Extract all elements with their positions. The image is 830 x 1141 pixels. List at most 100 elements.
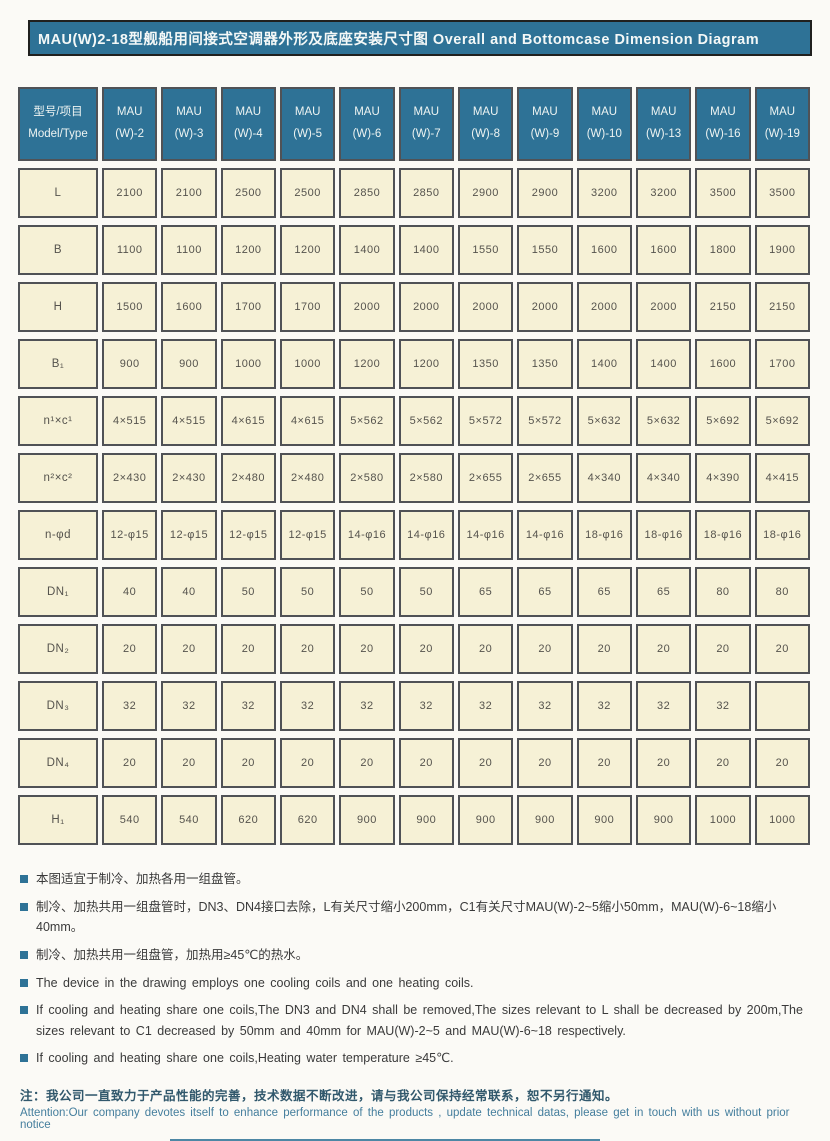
value-cell-r0c6: 2900 bbox=[457, 168, 514, 218]
value-cell-r11c3: 620 bbox=[279, 795, 336, 845]
note-item-3: 制冷、加热共用一组盘管，加热用≥45℃的热水。 bbox=[20, 945, 808, 966]
table-row-n²×c²: n²×c² 2×430 2×430 2×480 2×480 2×580 2×580 2×655… bbox=[18, 453, 810, 503]
value-cell-r10c9: 20 bbox=[635, 738, 692, 788]
value-cell-r10c11: 20 bbox=[754, 738, 810, 788]
value-cell-r8c5: 20 bbox=[398, 624, 454, 674]
value-cell-r8c4: 20 bbox=[339, 624, 395, 674]
value-cell-r5c1: 2×430 bbox=[161, 453, 217, 503]
value-cell-r1c7: 1550 bbox=[517, 225, 573, 275]
value-cell-r7c9: 65 bbox=[635, 567, 692, 617]
value-cell-r3c0: 900 bbox=[102, 339, 158, 389]
row-label-cell: n¹×c¹ bbox=[18, 396, 98, 446]
note-item-1: 本图适宜于制冷、加热各用一组盘管。 bbox=[20, 869, 808, 890]
value-cell-r4c2: 4×615 bbox=[220, 396, 276, 446]
value-cell-r3c4: 1200 bbox=[339, 339, 395, 389]
value-cell-r4c11: 5×692 bbox=[754, 396, 810, 446]
value-cell-r5c7: 2×655 bbox=[517, 453, 573, 503]
value-cell-r4c4: 5×562 bbox=[339, 396, 395, 446]
value-cell-r0c10: 3500 bbox=[695, 168, 751, 218]
value-cell-r10c2: 20 bbox=[220, 738, 276, 788]
value-cell-r2c10: 2150 bbox=[695, 282, 751, 332]
value-cell-r9c10: 32 bbox=[695, 681, 751, 731]
value-cell-r10c1: 20 bbox=[161, 738, 217, 788]
value-cell-r2c2: 1700 bbox=[220, 282, 276, 332]
value-cell-r3c7: 1350 bbox=[517, 339, 573, 389]
value-cell-r4c6: 5×572 bbox=[457, 396, 514, 446]
value-cell-r6c4: 14-φ16 bbox=[339, 510, 395, 560]
value-cell-r7c4: 50 bbox=[339, 567, 395, 617]
value-cell-r6c0: 12-φ15 bbox=[102, 510, 158, 560]
bullet-square-icon bbox=[20, 875, 28, 883]
note-text: 制冷、加热共用一组盘管时，DN3、DN4接口去除，L有关尺寸缩小200mm，C1… bbox=[36, 899, 777, 935]
value-cell-r8c9: 20 bbox=[635, 624, 692, 674]
bullet-square-icon bbox=[20, 950, 28, 959]
value-cell-r9c9: 32 bbox=[635, 681, 692, 731]
value-cell-r0c1: 2100 bbox=[161, 168, 217, 218]
value-cell-r2c8: 2000 bbox=[576, 282, 632, 332]
value-cell-r11c7: 900 bbox=[517, 795, 573, 845]
row-label-cell: B₁ bbox=[18, 339, 98, 389]
value-cell-r6c1: 12-φ15 bbox=[161, 510, 217, 560]
value-cell-r0c7: 2900 bbox=[517, 168, 573, 218]
model-header-cell-7: MAU (W)-9 bbox=[517, 87, 573, 161]
value-cell-r5c4: 2×580 bbox=[339, 453, 395, 503]
value-cell-r1c11: 1900 bbox=[754, 225, 810, 275]
value-cell-r0c8: 3200 bbox=[576, 168, 632, 218]
value-cell-r2c3: 1700 bbox=[279, 282, 336, 332]
table-header-row: 型号/项目 Model/Type MAU (W)-2 MAU (W)-3 MAU (W… bbox=[18, 87, 810, 161]
value-cell-r1c5: 1400 bbox=[398, 225, 454, 275]
value-cell-r7c6: 65 bbox=[457, 567, 514, 617]
value-cell-r11c4: 900 bbox=[339, 795, 395, 845]
value-cell-r6c7: 14-φ16 bbox=[517, 510, 573, 560]
model-header-cell-4: MAU (W)-6 bbox=[339, 87, 395, 161]
value-cell-r9c2: 32 bbox=[220, 681, 276, 731]
table-row-DN₄: DN₄ 20 20 20 20 20 20 20 20 20 20 20 20 bbox=[18, 738, 810, 788]
value-cell-r1c9: 1600 bbox=[635, 225, 692, 275]
value-cell-r7c8: 65 bbox=[576, 567, 632, 617]
row-label-cell: B bbox=[18, 225, 98, 275]
value-cell-r6c8: 18-φ16 bbox=[576, 510, 632, 560]
value-cell-r1c6: 1550 bbox=[457, 225, 514, 275]
value-cell-r0c9: 3200 bbox=[635, 168, 692, 218]
value-cell-r6c6: 14-φ16 bbox=[457, 510, 514, 560]
value-cell-r2c11: 2150 bbox=[754, 282, 810, 332]
table-row-DN₃: DN₃ 32 32 32 32 32 32 32 32 32 32 32 bbox=[18, 681, 810, 731]
value-cell-r2c6: 2000 bbox=[457, 282, 514, 332]
value-cell-r0c2: 2500 bbox=[220, 168, 276, 218]
value-cell-r6c9: 18-φ16 bbox=[635, 510, 692, 560]
table-row-DN₂: DN₂ 20 20 20 20 20 20 20 20 20 20 20 20 bbox=[18, 624, 810, 674]
bullet-square-icon bbox=[20, 1054, 28, 1063]
footer-attention-en: Attention:Our company devotes itself to … bbox=[20, 1107, 790, 1131]
value-cell-r4c10: 5×692 bbox=[695, 396, 751, 446]
value-cell-r8c6: 20 bbox=[457, 624, 514, 674]
value-cell-r5c8: 4×340 bbox=[576, 453, 632, 503]
value-cell-r4c5: 5×562 bbox=[398, 396, 454, 446]
row-label-cell: DN₃ bbox=[18, 681, 98, 731]
value-cell-r3c9: 1400 bbox=[635, 339, 692, 389]
note-item-5: If cooling and heating share one coils,T… bbox=[20, 1000, 808, 1041]
table-row-DN₁: DN₁ 40 40 50 50 50 50 65 65 65 65 80 80 bbox=[18, 567, 810, 617]
value-cell-r10c7: 20 bbox=[517, 738, 573, 788]
value-cell-r10c0: 20 bbox=[102, 738, 158, 788]
value-cell-r1c8: 1600 bbox=[576, 225, 632, 275]
value-cell-r4c0: 4×515 bbox=[102, 396, 158, 446]
value-cell-r1c10: 1800 bbox=[695, 225, 751, 275]
value-cell-r8c0: 20 bbox=[102, 624, 158, 674]
value-cell-r7c3: 50 bbox=[279, 567, 336, 617]
value-cell-r11c8: 900 bbox=[576, 795, 632, 845]
note-text: If cooling and heating share one coils,H… bbox=[36, 1051, 454, 1066]
value-cell-r5c0: 2×430 bbox=[102, 453, 158, 503]
table-row-L: L 2100 2100 2500 2500 2850 2850 2900 2900 3200 320… bbox=[18, 168, 810, 218]
value-cell-r7c7: 65 bbox=[517, 567, 573, 617]
value-cell-r10c8: 20 bbox=[576, 738, 632, 788]
value-cell-r0c5: 2850 bbox=[398, 168, 454, 218]
value-cell-r2c1: 1600 bbox=[161, 282, 217, 332]
value-cell-r11c10: 1000 bbox=[695, 795, 751, 845]
value-cell-r11c11: 1000 bbox=[754, 795, 810, 845]
value-cell-r9c5: 32 bbox=[398, 681, 454, 731]
value-cell-r3c11: 1700 bbox=[754, 339, 810, 389]
row-label-cell: H bbox=[18, 282, 98, 332]
value-cell-r2c0: 1500 bbox=[102, 282, 158, 332]
value-cell-r3c10: 1600 bbox=[695, 339, 751, 389]
model-header-cell-0: MAU (W)-2 bbox=[102, 87, 158, 161]
